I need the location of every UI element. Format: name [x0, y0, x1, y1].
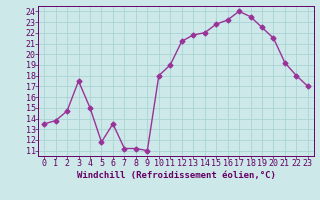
X-axis label: Windchill (Refroidissement éolien,°C): Windchill (Refroidissement éolien,°C)	[76, 171, 276, 180]
